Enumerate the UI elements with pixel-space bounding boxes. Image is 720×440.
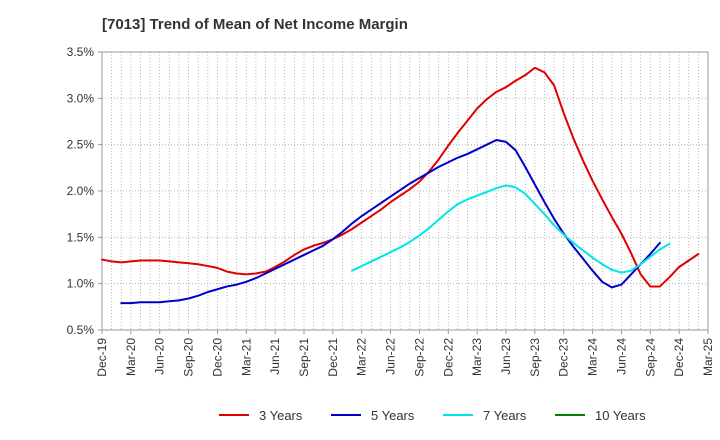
- x-tick-label: Jun-21: [268, 338, 282, 375]
- legend-label-7-years: 7 Years: [483, 408, 527, 423]
- chart-title: [7013] Trend of Mean of Net Income Margi…: [102, 16, 408, 33]
- x-tick-label: Mar-21: [239, 338, 253, 376]
- x-tick-label: Sep-21: [297, 338, 311, 377]
- series-line-5-years: [120, 139, 661, 305]
- series-line-7-years: [351, 184, 671, 274]
- x-tick-label: Jun-22: [384, 338, 398, 375]
- x-tick-label: Dec-19: [95, 338, 109, 377]
- y-tick-label: 1.0%: [67, 277, 95, 291]
- x-tick-label: Mar-24: [586, 338, 600, 376]
- legend-label-5-years: 5 Years: [371, 408, 415, 423]
- legend-label-3-years: 3 Years: [259, 408, 303, 423]
- series-line-3-years: [101, 66, 700, 288]
- y-tick-label: 2.5%: [67, 138, 95, 152]
- y-tick-label: 2.0%: [67, 184, 95, 198]
- x-tick-label: Dec-23: [557, 338, 571, 377]
- y-tick-label: 3.0%: [67, 91, 95, 105]
- x-tick-label: Dec-21: [326, 338, 340, 377]
- x-tick-label: Mar-25: [701, 338, 715, 376]
- y-tick-label: 1.5%: [67, 230, 95, 244]
- y-tick-label: 3.5%: [67, 45, 95, 59]
- x-tick-label: Mar-23: [470, 338, 484, 376]
- x-tick-label: Sep-20: [182, 338, 196, 377]
- x-tick-label: Dec-20: [210, 338, 224, 377]
- x-tick-label: Jun-24: [614, 338, 628, 375]
- x-tick-label: Dec-22: [441, 338, 455, 377]
- x-tick-label: Sep-23: [528, 338, 542, 377]
- x-tick-label: Jun-23: [499, 338, 513, 375]
- x-tick-label: Sep-22: [412, 338, 426, 377]
- y-tick-label: 0.5%: [67, 323, 95, 337]
- x-tick-label: Mar-20: [124, 338, 138, 376]
- x-tick-label: Sep-24: [643, 338, 657, 377]
- legend-label-10-years: 10 Years: [595, 408, 646, 423]
- x-tick-label: Mar-22: [355, 338, 369, 376]
- x-tick-label: Jun-20: [153, 338, 167, 375]
- x-tick-label: Dec-24: [672, 338, 686, 377]
